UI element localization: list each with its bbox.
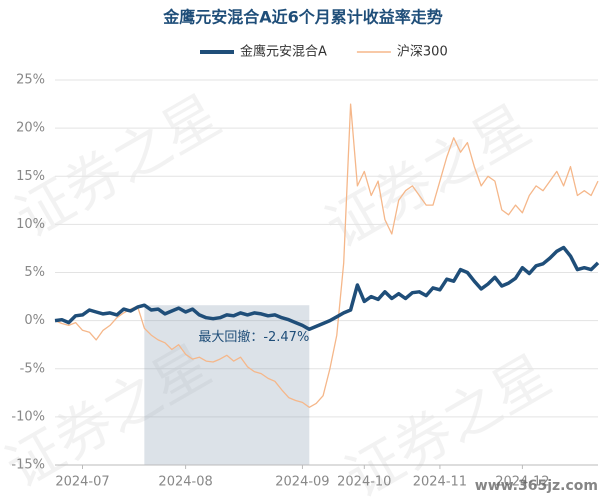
watermark: 证券之星: [315, 93, 541, 261]
y-tick-label: 10%: [16, 217, 45, 232]
chart-title: 金鹰元安混合A近6个月累计收益率走势: [162, 8, 443, 27]
y-tick-label: 15%: [16, 169, 45, 184]
y-tick-label: 20%: [16, 121, 45, 136]
y-tick-label: -10%: [11, 409, 45, 424]
legend-label: 沪深300: [397, 44, 448, 60]
source-mark: www.365jz.com: [475, 478, 598, 494]
x-tick-label: 2024-12: [495, 475, 549, 490]
y-tick-label: -15%: [11, 458, 45, 473]
drawdown-area: [144, 305, 310, 465]
y-tick-label: 25%: [16, 73, 45, 88]
series-line: [54, 103, 599, 408]
legend-label: 金鹰元安混合A: [240, 44, 327, 60]
x-tick-label: 2024-10: [337, 475, 391, 490]
series-line: [54, 245, 600, 332]
x-tick-label: 2024-08: [158, 475, 212, 490]
x-tick-label: 2024-11: [413, 475, 467, 490]
y-tick-label: 0%: [24, 313, 45, 328]
annotation: 最大回撤：-2.47%: [198, 329, 309, 345]
x-tick-label: 2024-09: [275, 475, 329, 490]
x-tick-label: 2024-07: [55, 475, 109, 490]
y-tick-label: 5%: [24, 265, 45, 280]
y-tick-label: -5%: [20, 361, 45, 376]
